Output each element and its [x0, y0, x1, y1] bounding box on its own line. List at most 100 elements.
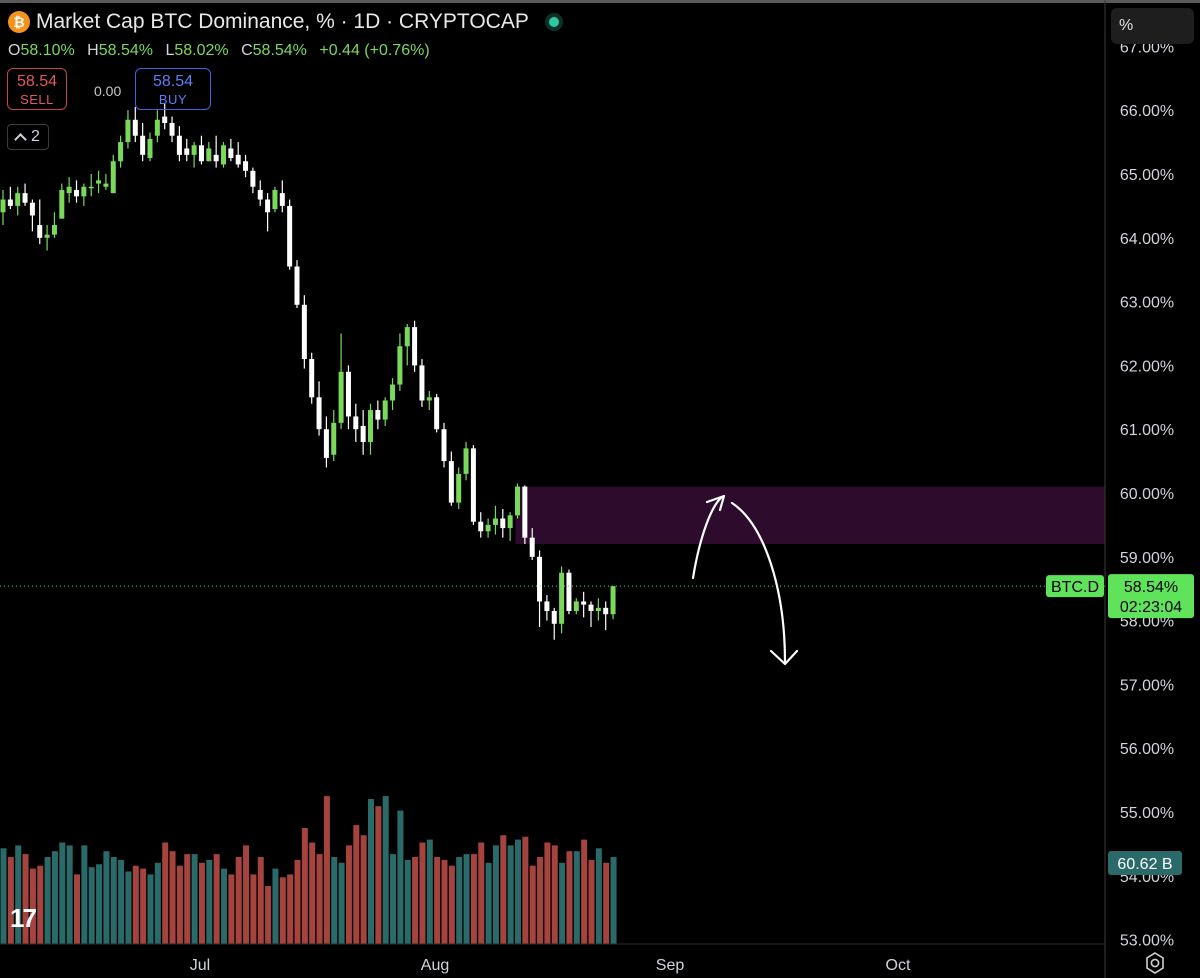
- candle-body[interactable]: [235, 154, 241, 165]
- candle-body[interactable]: [51, 225, 57, 235]
- candle-body[interactable]: [426, 397, 432, 401]
- candle-body[interactable]: [88, 186, 94, 189]
- candle-body[interactable]: [125, 119, 131, 143]
- candle-body[interactable]: [360, 426, 366, 442]
- candle-body[interactable]: [250, 170, 256, 187]
- sell-button[interactable]: 58.54 SELL: [7, 68, 67, 110]
- candle-body[interactable]: [603, 607, 609, 615]
- candle-body[interactable]: [59, 189, 65, 219]
- candle-body[interactable]: [140, 135, 146, 155]
- candle-body[interactable]: [191, 145, 197, 155]
- candle-body[interactable]: [566, 572, 572, 612]
- candle-body[interactable]: [265, 199, 271, 213]
- candle-body[interactable]: [441, 429, 447, 462]
- market-status-icon[interactable]: [548, 17, 559, 27]
- candle-body[interactable]: [206, 148, 212, 162]
- candle-body[interactable]: [0, 199, 6, 213]
- candle-body[interactable]: [544, 601, 550, 612]
- candle-body[interactable]: [353, 416, 359, 430]
- candle-body[interactable]: [301, 304, 307, 360]
- settings-gear-icon[interactable]: [1142, 950, 1168, 976]
- candle-body[interactable]: [147, 138, 153, 159]
- candle-body[interactable]: [375, 410, 381, 420]
- candle-body[interactable]: [537, 556, 543, 602]
- candle-body[interactable]: [434, 397, 440, 430]
- candle-body[interactable]: [162, 116, 168, 123]
- candle-body[interactable]: [338, 371, 344, 423]
- candle-body[interactable]: [485, 524, 491, 532]
- candle-body[interactable]: [397, 346, 403, 385]
- candle-body[interactable]: [81, 186, 87, 197]
- candle-body[interactable]: [257, 189, 263, 200]
- candle-body[interactable]: [515, 486, 520, 516]
- candle-body[interactable]: [37, 225, 43, 238]
- candle-body[interactable]: [551, 611, 557, 624]
- candle-body[interactable]: [412, 327, 418, 366]
- candle-body[interactable]: [22, 193, 28, 203]
- candle-body[interactable]: [103, 183, 109, 187]
- buy-button[interactable]: 58.54 BUY: [135, 68, 211, 110]
- candle-body[interactable]: [507, 515, 513, 529]
- volume-bar: [331, 857, 338, 944]
- volume-bar: [176, 865, 183, 944]
- candle-body[interactable]: [588, 604, 594, 612]
- candle-body[interactable]: [478, 521, 484, 532]
- candle-body[interactable]: [404, 327, 410, 347]
- candle-body[interactable]: [198, 145, 204, 162]
- candle-body[interactable]: [309, 359, 315, 398]
- candle-body[interactable]: [74, 189, 79, 197]
- candle-body[interactable]: [44, 234, 50, 238]
- scale-mode-button[interactable]: %: [1111, 8, 1194, 44]
- candle-body[interactable]: [272, 189, 278, 210]
- volume-bar: [118, 859, 125, 944]
- candle-body[interactable]: [132, 119, 138, 136]
- candle-body[interactable]: [96, 180, 102, 184]
- indicators-toggle-button[interactable]: 2: [7, 124, 49, 150]
- candle-body[interactable]: [500, 518, 506, 529]
- candle-body[interactable]: [419, 365, 425, 401]
- candle-body[interactable]: [573, 601, 579, 612]
- volume-bar: [228, 874, 235, 944]
- candle-body[interactable]: [595, 607, 601, 612]
- candle-body[interactable]: [345, 371, 351, 417]
- resistance-zone[interactable]: [515, 486, 1106, 545]
- candle-body[interactable]: [390, 384, 396, 401]
- candle-body[interactable]: [529, 537, 535, 557]
- candle-body[interactable]: [15, 193, 21, 206]
- candle-body[interactable]: [463, 448, 469, 474]
- volume-bar: [470, 854, 477, 944]
- candle-body[interactable]: [323, 429, 329, 458]
- candle-body[interactable]: [522, 486, 528, 538]
- candle-body[interactable]: [316, 397, 322, 430]
- candle-body[interactable]: [559, 572, 565, 624]
- candle-body[interactable]: [610, 586, 616, 615]
- candle-body[interactable]: [287, 205, 293, 267]
- candle-body[interactable]: [228, 148, 234, 159]
- candle-body[interactable]: [581, 601, 587, 605]
- candle-body[interactable]: [279, 193, 285, 206]
- candle-body[interactable]: [448, 461, 454, 503]
- candle-body[interactable]: [331, 422, 337, 455]
- candle-body[interactable]: [110, 161, 116, 194]
- candle-body[interactable]: [221, 145, 226, 165]
- symbol-tag[interactable]: BTC.D: [1051, 579, 1099, 596]
- candle-body[interactable]: [492, 518, 498, 525]
- volume-bar: [301, 828, 308, 944]
- candle-body[interactable]: [456, 473, 462, 503]
- candle-body[interactable]: [470, 448, 476, 522]
- candle-body[interactable]: [184, 148, 190, 155]
- candle-body[interactable]: [29, 202, 35, 216]
- candle-body[interactable]: [382, 400, 388, 420]
- candle-body[interactable]: [7, 199, 13, 206]
- candle-body[interactable]: [66, 186, 72, 194]
- candle-body[interactable]: [368, 410, 373, 442]
- candle-body[interactable]: [176, 135, 182, 155]
- candle-body[interactable]: [154, 119, 160, 136]
- candle-body[interactable]: [213, 154, 219, 162]
- candle-body[interactable]: [243, 161, 249, 171]
- chart-title[interactable]: Market Cap BTC Dominance, % · 1D · CRYPT…: [36, 10, 529, 33]
- candle-body[interactable]: [118, 142, 124, 162]
- candle-body[interactable]: [294, 266, 300, 305]
- candle-body[interactable]: [169, 122, 175, 136]
